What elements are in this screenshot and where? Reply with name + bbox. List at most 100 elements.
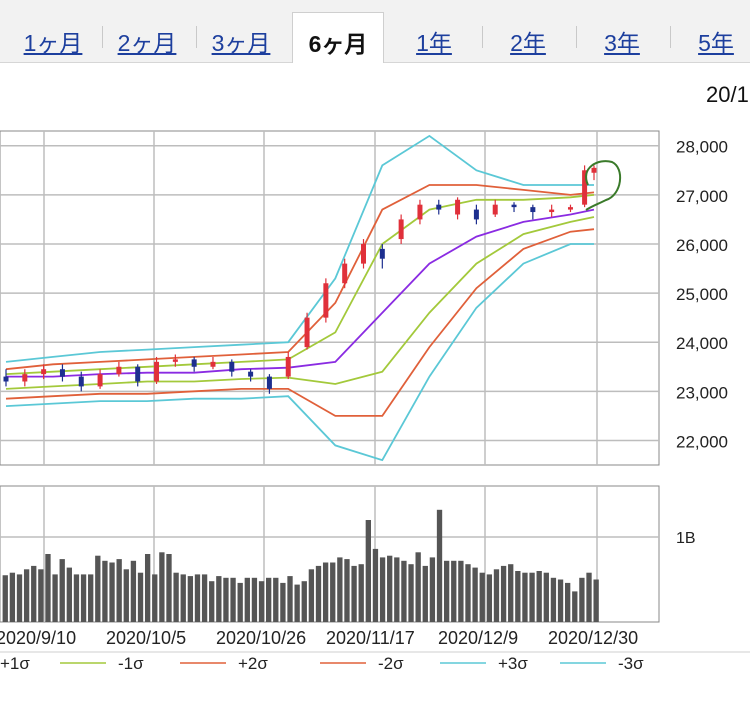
volume-bar [187, 576, 194, 622]
volume-bar [280, 582, 286, 622]
candle-body [417, 204, 423, 220]
candle-body [567, 207, 573, 210]
volume-bar [23, 569, 30, 622]
volume-bar [586, 572, 592, 622]
volume-bar [251, 577, 258, 622]
bollinger-band-line [5, 228, 595, 417]
volume-bar [565, 582, 571, 622]
volume-bar [45, 554, 51, 622]
volume-bar [429, 557, 436, 622]
volume-bar [266, 577, 272, 622]
volume-bar [422, 565, 428, 622]
volume-bar [493, 569, 500, 622]
candle-body [436, 204, 442, 210]
tab-separator [196, 26, 197, 48]
candle-body [116, 366, 122, 375]
tab-2-months[interactable]: 2ヶ月 [117, 30, 177, 56]
candle-body [3, 376, 9, 382]
tab-6-months[interactable]: 6ヶ月 [292, 12, 384, 63]
volume-bar [579, 577, 585, 622]
volume-bar [322, 562, 329, 622]
candle-body [78, 376, 84, 387]
candle-body [530, 207, 536, 213]
volume-bar [31, 565, 37, 622]
volume-bar [358, 564, 364, 622]
candle-body [511, 204, 517, 208]
candle-body [323, 283, 329, 318]
volume-bar [152, 574, 158, 622]
volume-bar [109, 562, 115, 622]
chart-date-label: 20/1 [706, 82, 749, 107]
volume-bar [337, 557, 343, 622]
legend-label: +1σ [0, 654, 30, 673]
volume-bar [315, 565, 322, 622]
volume-bar [16, 574, 23, 622]
volume-bar [330, 562, 336, 622]
candle-body [135, 366, 141, 382]
volume-bar [80, 574, 87, 622]
volume-bar [557, 579, 564, 622]
candle-body [455, 199, 461, 215]
volume-bar [180, 574, 186, 622]
volume-bar [379, 557, 386, 622]
date-axis-label: 2020/12/30 [548, 628, 638, 648]
volume-bar [123, 569, 129, 622]
volume-bar [515, 571, 521, 622]
volume-bar [536, 571, 542, 622]
volume-bar [38, 569, 44, 622]
bollinger-band-line [6, 208, 595, 378]
volume-bar [365, 520, 371, 622]
volume-bar [301, 581, 307, 622]
price-tick-label: 25,000 [676, 285, 728, 304]
volume-bar [223, 577, 229, 622]
volume-bar [415, 552, 421, 622]
volume-bar [237, 582, 243, 622]
volume-bar [230, 577, 236, 622]
tab-1-month[interactable]: 1ヶ月 [23, 30, 83, 56]
volume-bar [287, 576, 293, 622]
tab-3-months[interactable]: 3ヶ月 [211, 30, 271, 56]
candle-body [379, 248, 385, 259]
candle-body [591, 167, 597, 173]
tab-1-year[interactable]: 1年 [416, 30, 452, 56]
bollinger-band-line [5, 184, 595, 371]
price-tick-label: 27,000 [676, 187, 728, 206]
tab-2-years[interactable]: 2年 [510, 30, 546, 56]
volume-bar [244, 577, 250, 622]
volume-bar [144, 554, 151, 622]
volume-bar [9, 572, 16, 622]
volume-bar [472, 567, 478, 622]
volume-bar [66, 567, 72, 622]
candle-body [304, 317, 310, 348]
tab-separator [482, 26, 483, 48]
volume-bar [372, 548, 379, 622]
volume-bar [458, 560, 464, 622]
volume-bar [522, 572, 528, 622]
candle-body [41, 369, 47, 375]
volume-bar [443, 560, 450, 622]
volume-bar [116, 559, 122, 622]
volume-bar [486, 574, 493, 622]
tab-separator [102, 26, 103, 48]
volume-bar [572, 591, 578, 622]
volume-bar [436, 509, 443, 622]
volume-bar [258, 581, 265, 622]
volume-bar [351, 565, 357, 622]
tab-5-years[interactable]: 5年 [698, 30, 734, 56]
price-tick-label: 28,000 [676, 138, 728, 157]
volume-bar [308, 569, 315, 622]
bollinger-band-line [5, 134, 594, 363]
volume-bar [408, 564, 414, 622]
volume-bar [137, 572, 144, 622]
candle-body [59, 369, 65, 377]
volume-bar [273, 577, 279, 622]
volume-bar [465, 564, 471, 622]
volume-bar [73, 574, 80, 622]
volume-tick-label: 1B [676, 530, 696, 547]
date-axis-label: 2020/12/9 [438, 628, 518, 648]
legend-label: +2σ [238, 654, 268, 673]
tab-3-years[interactable]: 3年 [604, 30, 640, 56]
volume-bar [95, 555, 101, 622]
candle-body [229, 361, 235, 372]
